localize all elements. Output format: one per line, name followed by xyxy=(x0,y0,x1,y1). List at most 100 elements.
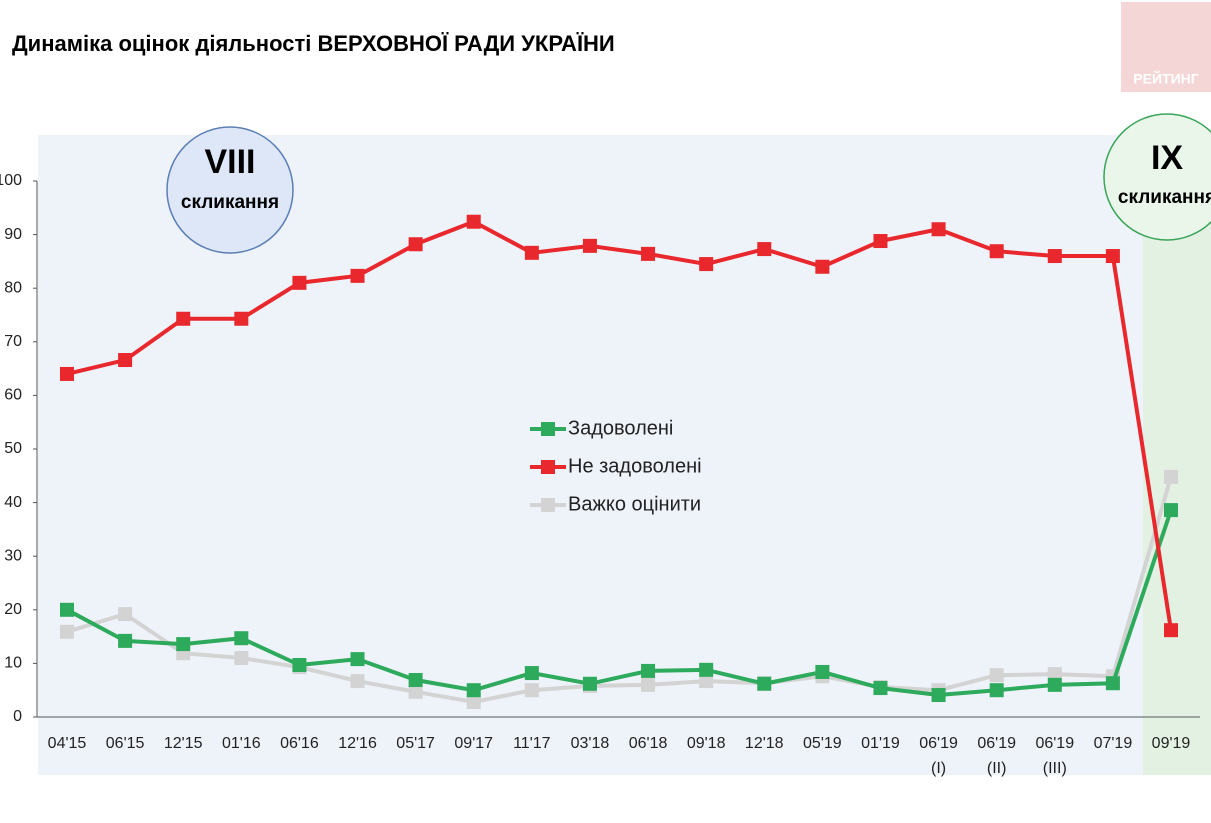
y-tick-label: 60 xyxy=(4,387,22,404)
marker xyxy=(292,275,307,290)
legend-marker xyxy=(541,422,555,436)
x-tick-label: 07'19 xyxy=(1094,735,1133,752)
y-tick-label: 40 xyxy=(4,494,22,511)
x-tick-label: 12'16 xyxy=(338,735,377,752)
marker xyxy=(641,677,656,692)
y-tick-label: 50 xyxy=(4,440,22,457)
x-tick-label: 06'19 (III) xyxy=(1035,735,1074,777)
marker xyxy=(466,214,481,229)
marker xyxy=(1164,503,1178,518)
marker xyxy=(408,673,423,688)
marker xyxy=(815,664,830,679)
x-tick-label: 12'18 xyxy=(745,735,784,752)
marker xyxy=(234,631,249,646)
y-tick-label: 10 xyxy=(4,655,22,672)
x-tick-label-line: (III) xyxy=(1043,760,1067,777)
y-tick-label: 80 xyxy=(4,279,22,296)
x-tick-label: 05'17 xyxy=(396,735,435,752)
y-tick-label: 30 xyxy=(4,547,22,564)
y-tick-label: 100 xyxy=(0,172,22,189)
marker xyxy=(989,244,1004,259)
x-tick-label-line: 07'19 xyxy=(1094,735,1133,752)
marker xyxy=(582,676,597,691)
x-tick-label: 01'16 xyxy=(222,735,261,752)
chart-title: Динаміка оцінок діяльності ВЕРХОВНОЇ РАД… xyxy=(12,31,615,56)
x-tick-label: 12'15 xyxy=(164,735,203,752)
x-tick-label-line: 12'16 xyxy=(338,735,377,752)
x-tick-label: 09'18 xyxy=(687,735,726,752)
marker xyxy=(176,637,191,652)
x-tick-label: 04'15 xyxy=(48,735,87,752)
marker xyxy=(989,668,1004,683)
marker xyxy=(1047,249,1062,264)
y-tick-label: 20 xyxy=(4,601,22,618)
x-tick-label-line: 03'18 xyxy=(571,735,610,752)
legend-label: Задоволені xyxy=(568,417,673,439)
x-tick-label-line: 05'19 xyxy=(803,735,842,752)
marker xyxy=(176,311,191,326)
marker xyxy=(60,366,74,381)
marker xyxy=(350,674,365,689)
x-tick-label: 01'19 xyxy=(861,735,900,752)
marker xyxy=(524,666,539,681)
marker xyxy=(350,652,365,667)
marker xyxy=(292,658,307,673)
x-tick-label: 09'17 xyxy=(454,735,493,752)
annotation-circle xyxy=(166,126,294,254)
marker xyxy=(641,663,656,678)
marker xyxy=(873,681,888,696)
series-line xyxy=(66,219,1173,631)
x-tick-label-line: 09'17 xyxy=(454,735,493,752)
annotation-circle xyxy=(1103,113,1211,241)
x-tick-label-line: 05'17 xyxy=(396,735,435,752)
x-tick-label-line: 01'19 xyxy=(861,735,900,752)
marker xyxy=(757,676,772,691)
marker xyxy=(1164,469,1178,484)
marker xyxy=(408,237,423,252)
x-tick-label-line: 06'18 xyxy=(629,735,668,752)
marker xyxy=(1047,677,1062,692)
annotation-number: VIII xyxy=(204,143,255,181)
y-tick-label: 70 xyxy=(4,333,22,350)
marker xyxy=(466,683,481,698)
x-tick-label-line: 06'15 xyxy=(106,735,145,752)
x-tick-label-line: 01'16 xyxy=(222,735,261,752)
marker xyxy=(931,688,946,703)
x-tick-label: 03'18 xyxy=(571,735,610,752)
x-tick-label: 05'19 xyxy=(803,735,842,752)
marker xyxy=(466,694,481,709)
marker xyxy=(350,268,365,283)
x-tick-label: 06'18 xyxy=(629,735,668,752)
marker xyxy=(118,633,133,648)
marker xyxy=(118,607,133,622)
marker xyxy=(60,624,74,639)
x-tick-label-line: 06'19 xyxy=(1035,735,1074,752)
marker xyxy=(931,222,946,237)
legend-marker xyxy=(541,460,555,474)
x-tick-label-line: (I) xyxy=(931,760,946,777)
logo: РЕЙТИНГ xyxy=(1133,70,1198,87)
x-tick-label: 06'19 (I) xyxy=(919,735,958,777)
marker xyxy=(815,259,830,274)
marker xyxy=(524,245,539,260)
x-tick-label: 06'16 xyxy=(280,735,319,752)
marker xyxy=(234,651,249,666)
marker xyxy=(60,602,74,617)
x-tick-label-line: 06'19 xyxy=(977,735,1016,752)
x-tick-label: 11'17 xyxy=(513,735,551,752)
x-tick-label-line: 06'16 xyxy=(280,735,319,752)
marker xyxy=(118,353,133,368)
y-tick-label: 0 xyxy=(13,708,22,725)
logo-box xyxy=(1121,2,1211,92)
marker xyxy=(989,683,1004,698)
marker xyxy=(873,234,888,249)
annotation-text: скликання xyxy=(1118,187,1211,208)
y-tick-label: 90 xyxy=(4,226,22,243)
marker xyxy=(1164,623,1178,638)
x-tick-label-line: 12'18 xyxy=(745,735,784,752)
x-tick-label-line: 11'17 xyxy=(513,735,551,752)
annotation-text: скликання xyxy=(181,192,279,213)
marker xyxy=(757,242,772,257)
marker xyxy=(408,684,423,699)
